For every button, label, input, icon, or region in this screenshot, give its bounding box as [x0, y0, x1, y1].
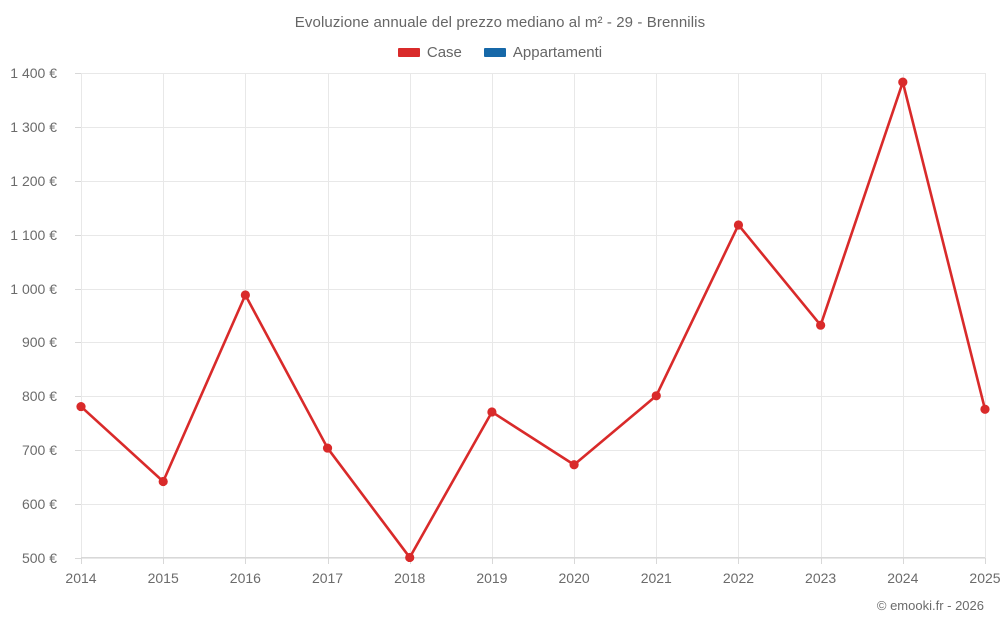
data-point-marker[interactable] [733, 220, 744, 230]
gridline-vertical [409, 73, 411, 558]
chart-legend: Case Appartamenti [0, 44, 1000, 61]
data-point-marker[interactable] [980, 404, 990, 414]
x-axis-label: 2025 [969, 570, 1000, 586]
x-axis-label: 2016 [229, 570, 261, 586]
x-axis-label: 2022 [722, 570, 755, 586]
y-axis-tick [75, 450, 81, 452]
x-axis-tick [656, 558, 658, 564]
gridline-vertical [902, 73, 904, 558]
x-axis-label: 2020 [558, 570, 590, 586]
x-axis-tick [820, 558, 822, 564]
series-layer [76, 77, 990, 563]
y-axis-label: 1 400 € [10, 65, 57, 81]
gridline-vertical [81, 73, 82, 558]
x-axis-label: 2021 [640, 570, 672, 586]
legend-item-0[interactable]: Case [397, 44, 462, 61]
y-axis-tick [75, 342, 81, 344]
y-axis-tick [75, 126, 81, 128]
gridline-horizontal [81, 234, 985, 236]
y-axis-label: 1 200 € [10, 172, 57, 189]
data-point-marker[interactable] [322, 443, 333, 453]
x-axis-label: 2019 [476, 570, 508, 586]
x-axis-tick [81, 558, 82, 564]
gridline-horizontal [81, 180, 985, 182]
data-point-marker[interactable] [569, 460, 579, 470]
legend-item-label: Case [426, 44, 462, 61]
y-axis-label: 600 € [21, 496, 57, 513]
x-axis-label: 2014 [65, 570, 97, 586]
y-axis-tick [75, 558, 81, 559]
gridline-vertical [245, 73, 247, 558]
gridline-vertical [163, 73, 165, 558]
gridline-horizontal [81, 504, 985, 506]
y-axis-tick [75, 288, 81, 290]
x-axis-label: 2024 [887, 570, 919, 586]
gridline-vertical [327, 73, 329, 558]
plot-area: 500 € 600 € 700 € 800 € 900 € 1 000 € 1 100 € 1… [10, 65, 1000, 586]
y-axis-label: 700 € [21, 442, 57, 459]
gridline-horizontal [81, 288, 985, 290]
x-axis-label: 2017 [311, 570, 344, 586]
x-axis-tick [985, 558, 986, 564]
x-axis-tick [327, 558, 329, 564]
y-axis-tick [75, 73, 81, 74]
x-axis-tick [163, 558, 165, 564]
data-point-marker[interactable] [898, 77, 908, 87]
legend-item-label: Appartamenti [512, 44, 603, 61]
x-axis-tick [245, 558, 247, 564]
y-axis-tick [75, 396, 81, 398]
data-point-marker[interactable] [405, 552, 415, 563]
gridline-vertical [656, 73, 658, 558]
y-axis-label: 900 € [21, 334, 57, 351]
gridline-vertical [985, 73, 986, 558]
gridline-vertical [574, 73, 576, 558]
x-axis-tick [491, 558, 493, 564]
footer-credit: © emooki.fr - 2026 [876, 598, 984, 613]
x-axis-tick [574, 558, 576, 564]
y-axis-label: 500 € [21, 550, 57, 566]
y-axis-tick [75, 504, 81, 506]
gridline-vertical [491, 73, 493, 558]
data-point-marker[interactable] [816, 320, 826, 330]
x-axis-label: 2023 [805, 570, 837, 586]
y-axis-label: 1 000 € [10, 280, 57, 297]
gridline-vertical [738, 73, 740, 558]
gridline-horizontal [81, 450, 985, 452]
gridline-horizontal [81, 73, 985, 74]
x-axis-tick [902, 558, 904, 564]
legend-swatch-icon [483, 48, 506, 57]
y-axis-tick [75, 180, 81, 182]
x-axis-label: 2015 [147, 570, 179, 586]
x-axis-tick [738, 558, 740, 564]
gridline-horizontal [81, 396, 985, 398]
series-line-0 [79, 80, 987, 559]
y-axis-label: 800 € [21, 388, 57, 405]
x-axis-label: 2018 [394, 570, 426, 586]
y-axis-label: 1 100 € [10, 226, 57, 243]
data-point-marker[interactable] [240, 290, 250, 300]
gridline-vertical [820, 73, 822, 558]
legend-item-1[interactable]: Appartamenti [483, 44, 603, 61]
x-axis-line [81, 557, 985, 558]
data-point-marker[interactable] [158, 476, 168, 487]
chart-title: Evoluzione annuale del prezzo mediano al… [294, 14, 706, 31]
y-axis-tick [75, 234, 81, 236]
gridline-horizontal [81, 342, 985, 344]
data-point-marker[interactable] [487, 407, 497, 417]
y-axis-label: 1 300 € [10, 118, 57, 135]
data-point-marker[interactable] [651, 391, 661, 401]
data-point-marker[interactable] [76, 401, 86, 412]
legend-swatch-icon [397, 48, 420, 57]
gridline-horizontal [81, 558, 985, 559]
gridline-horizontal [81, 126, 985, 128]
